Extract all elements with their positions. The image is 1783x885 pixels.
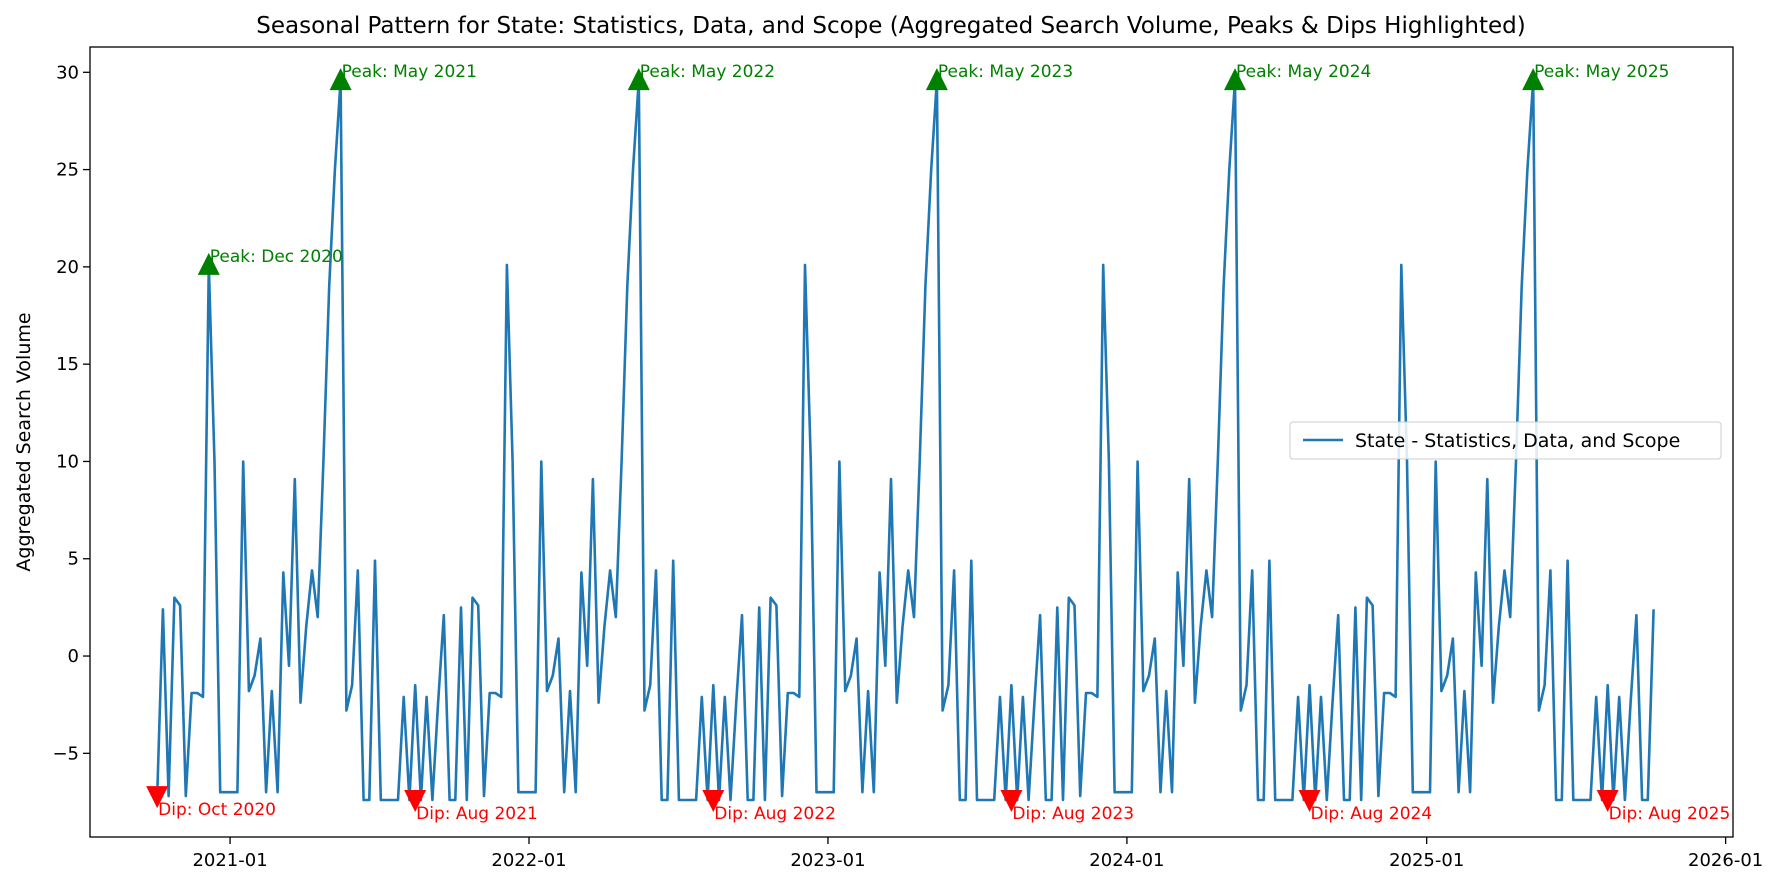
peak-dip-markers: Peak: Dec 2020 Peak: May 2021 Peak: May 20… <box>146 62 1730 824</box>
dip-marker <box>404 790 427 813</box>
y-tick-label: 10 <box>56 451 79 472</box>
dip-label: Dip: Aug 2023 <box>1012 804 1134 824</box>
peak-label: Peak: Dec 2020 <box>210 247 343 267</box>
peak-marker <box>329 68 352 91</box>
x-axis: 2021-01 2022-01 2023-01 2024-01 2025-01 2026-… <box>192 837 1763 871</box>
peak-label: Peak: May 2023 <box>938 62 1073 82</box>
y-tick-label: 30 <box>56 62 79 83</box>
dip-marker <box>1000 790 1023 813</box>
legend-box <box>1289 421 1722 460</box>
peak-label: Peak: May 2025 <box>1534 62 1669 82</box>
dip-marker <box>702 790 725 813</box>
peak-marker <box>1224 68 1247 91</box>
dip-marker <box>146 786 169 809</box>
y-tick-label: 0 <box>68 646 79 667</box>
peak-label: Peak: May 2022 <box>640 62 775 82</box>
y-tick-label: 5 <box>68 549 79 570</box>
dip-label: Dip: Oct 2020 <box>158 800 276 820</box>
series-line <box>155 78 1655 802</box>
x-tick-label: 2024-01 <box>1089 850 1164 871</box>
y-tick-label: 15 <box>56 354 79 375</box>
y-axis: −5 0 5 10 15 20 25 30 <box>52 62 90 764</box>
plot-frame <box>89 46 1734 838</box>
dip-label: Dip: Aug 2024 <box>1311 804 1433 824</box>
dip-marker <box>1596 790 1619 813</box>
y-tick-label: 20 <box>56 257 79 278</box>
dip-label: Dip: Aug 2021 <box>416 804 538 824</box>
legend: State - Statistics, Data, and Scope <box>1289 421 1722 460</box>
dip-marker <box>1298 790 1321 813</box>
x-tick-label: 2026-01 <box>1688 850 1763 871</box>
peak-marker <box>925 68 948 91</box>
x-tick-label: 2021-01 <box>192 850 267 871</box>
chart-title: Seasonal Pattern for State: Statistics, … <box>256 13 1525 39</box>
x-tick-label: 2023-01 <box>790 850 865 871</box>
peak-marker <box>1522 68 1545 91</box>
peak-marker <box>627 68 650 91</box>
x-tick-label: 2025-01 <box>1389 850 1464 871</box>
peak-marker <box>197 252 220 275</box>
x-tick-label: 2022-01 <box>491 850 566 871</box>
peak-label: Peak: May 2024 <box>1236 62 1371 82</box>
y-tick-label: −5 <box>52 743 79 764</box>
legend-label: State - Statistics, Data, and Scope <box>1355 430 1680 452</box>
y-tick-label: 25 <box>56 160 79 181</box>
dip-label: Dip: Aug 2022 <box>714 804 836 824</box>
y-axis-label: Aggregated Search Volume <box>13 312 35 571</box>
dip-label: Dip: Aug 2025 <box>1609 804 1731 824</box>
peak-label: Peak: May 2021 <box>342 62 477 82</box>
